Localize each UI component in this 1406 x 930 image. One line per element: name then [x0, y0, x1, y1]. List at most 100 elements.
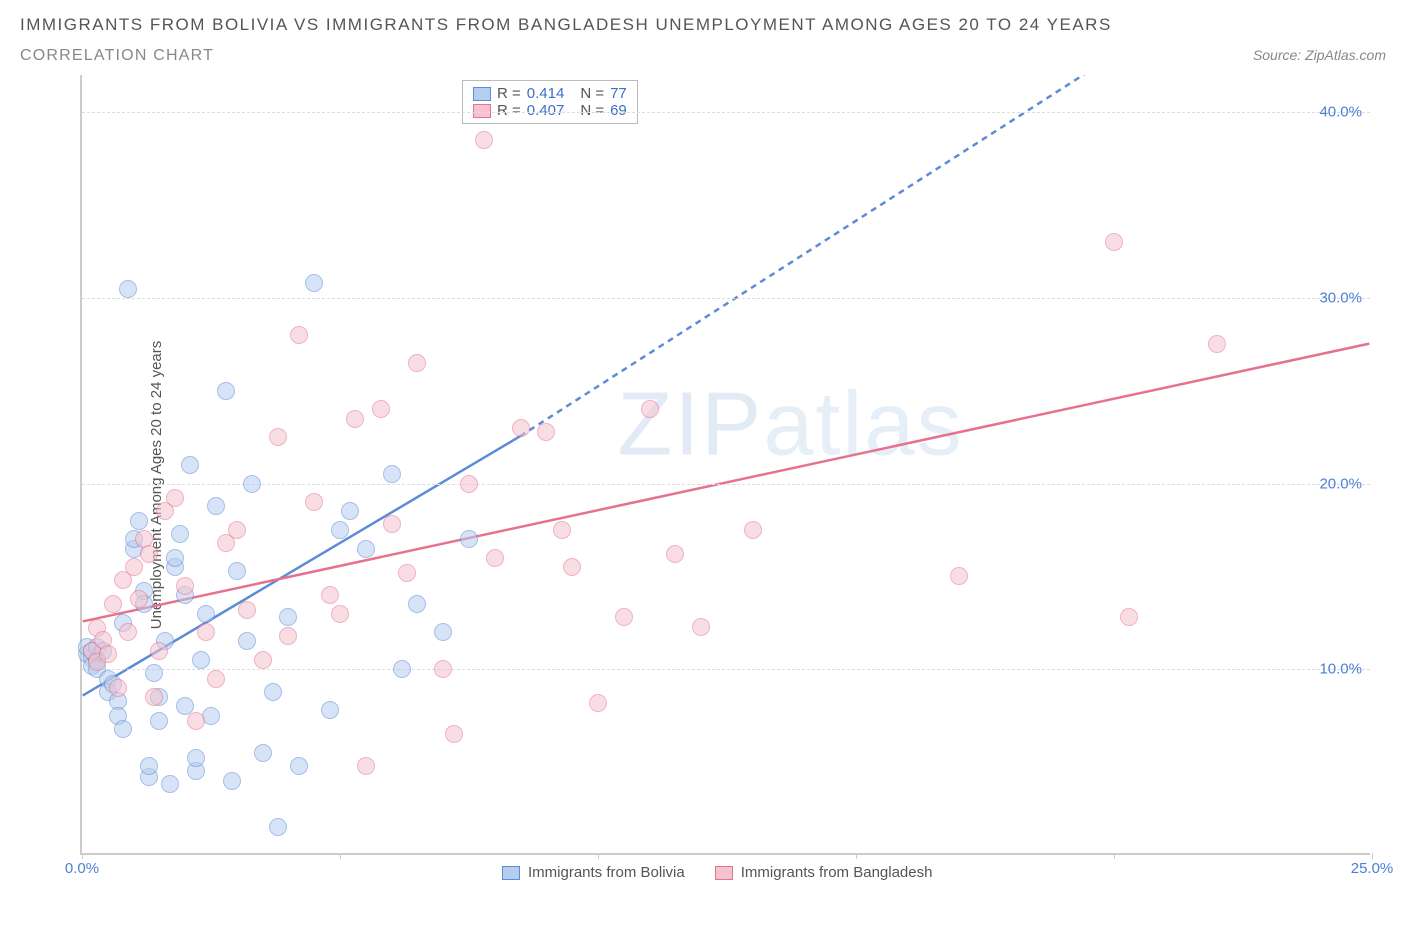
data-point	[254, 651, 272, 669]
data-point	[460, 530, 478, 548]
data-point	[346, 410, 364, 428]
x-tick-label: 0.0%	[65, 860, 99, 877]
data-point	[744, 521, 762, 539]
r-value: 0.407	[527, 102, 565, 119]
r-label: R =	[497, 85, 521, 102]
data-point	[228, 562, 246, 580]
legend-series-item: Immigrants from Bolivia	[502, 864, 685, 881]
data-point	[140, 545, 158, 563]
n-label: N =	[580, 102, 604, 119]
data-point	[408, 595, 426, 613]
data-point	[460, 475, 478, 493]
data-point	[140, 757, 158, 775]
plot-area: ZIPatlas R =0.414N =77R =0.407N =69 Immi…	[80, 75, 1370, 855]
legend-stats: R = 0.414 N = 77R = 0.407 N = 69	[462, 80, 638, 124]
legend-swatch	[715, 866, 733, 880]
legend-stat-row: R = 0.407 N = 69	[473, 102, 627, 119]
data-point	[1208, 335, 1226, 353]
x-tick-mark	[856, 853, 857, 859]
data-point	[254, 744, 272, 762]
data-point	[171, 525, 189, 543]
gridline	[82, 112, 1370, 113]
chart-subtitle: CORRELATION CHART	[20, 47, 214, 65]
data-point	[393, 660, 411, 678]
data-point	[553, 521, 571, 539]
n-value: 69	[610, 102, 627, 119]
data-point	[217, 382, 235, 400]
subtitle-row: CORRELATION CHART Source: ZipAtlas.com	[20, 47, 1386, 65]
data-point	[1120, 608, 1138, 626]
data-point	[475, 131, 493, 149]
data-point	[197, 605, 215, 623]
legend-series-label: Immigrants from Bolivia	[528, 864, 685, 881]
data-point	[207, 670, 225, 688]
data-point	[321, 586, 339, 604]
gridline	[82, 669, 1370, 670]
data-point	[331, 521, 349, 539]
data-point	[1105, 233, 1123, 251]
data-point	[357, 757, 375, 775]
data-point	[202, 707, 220, 725]
data-point	[589, 694, 607, 712]
data-point	[125, 558, 143, 576]
chart-area: Unemployment Among Ages 20 to 24 years Z…	[20, 75, 1386, 895]
data-point	[341, 502, 359, 520]
data-point	[512, 419, 530, 437]
chart-title: IMMIGRANTS FROM BOLIVIA VS IMMIGRANTS FR…	[20, 15, 1386, 35]
data-point	[445, 725, 463, 743]
data-point	[130, 512, 148, 530]
data-point	[486, 549, 504, 567]
data-point	[269, 818, 287, 836]
data-point	[321, 701, 339, 719]
data-point	[176, 577, 194, 595]
data-point	[641, 400, 659, 418]
data-point	[305, 493, 323, 511]
data-point	[197, 623, 215, 641]
legend-swatch	[502, 866, 520, 880]
data-point	[166, 489, 184, 507]
data-point	[145, 664, 163, 682]
legend-series-item: Immigrants from Bangladesh	[715, 864, 933, 881]
y-tick-label: 40.0%	[1319, 104, 1362, 121]
x-tick-mark	[1114, 853, 1115, 859]
n-value: 77	[610, 85, 627, 102]
data-point	[104, 595, 122, 613]
data-point	[372, 400, 390, 418]
x-tick-label: 25.0%	[1351, 860, 1394, 877]
data-point	[692, 618, 710, 636]
gridline	[82, 298, 1370, 299]
data-point	[150, 642, 168, 660]
data-point	[305, 274, 323, 292]
data-point	[666, 545, 684, 563]
data-point	[99, 645, 117, 663]
data-point	[238, 632, 256, 650]
r-value: 0.414	[527, 85, 565, 102]
data-point	[119, 623, 137, 641]
r-label: R =	[497, 102, 521, 119]
data-point	[615, 608, 633, 626]
legend-series-label: Immigrants from Bangladesh	[741, 864, 933, 881]
data-point	[166, 549, 184, 567]
data-point	[238, 601, 256, 619]
data-point	[290, 326, 308, 344]
x-tick-mark	[340, 853, 341, 859]
legend-stat-row: R =0.414N =77	[473, 85, 627, 102]
data-point	[187, 749, 205, 767]
trend-lines	[82, 75, 1370, 853]
source-label: Source: ZipAtlas.com	[1253, 47, 1386, 63]
legend-series: Immigrants from Bolivia Immigrants from B…	[502, 864, 932, 881]
data-point	[264, 683, 282, 701]
data-point	[207, 497, 225, 515]
data-point	[150, 712, 168, 730]
data-point	[398, 564, 416, 582]
x-tick-mark	[1372, 853, 1373, 859]
data-point	[269, 428, 287, 446]
legend-swatch	[473, 104, 491, 118]
watermark-bold: ZIP	[617, 375, 763, 475]
data-point	[223, 772, 241, 790]
data-point	[130, 590, 148, 608]
y-tick-label: 20.0%	[1319, 475, 1362, 492]
data-point	[187, 712, 205, 730]
watermark: ZIPatlas	[617, 374, 963, 477]
data-point	[950, 567, 968, 585]
